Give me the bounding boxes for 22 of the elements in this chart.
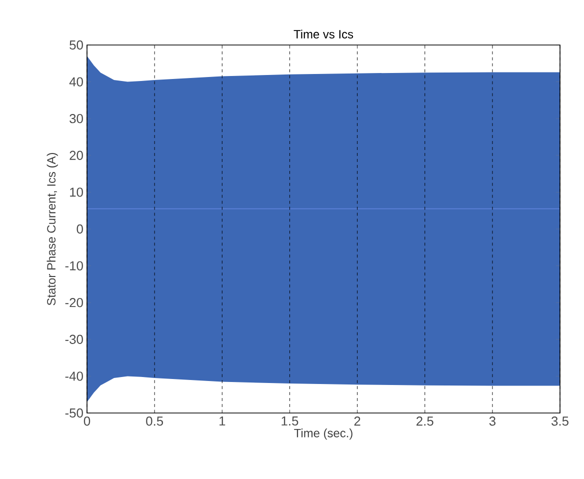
chart-title: Time vs Ics [294,30,354,38]
y-tick-label: -20 [65,298,83,308]
y-tick-label: -40 [65,372,83,381]
y-tick-label: 50 [70,40,83,50]
x-tick-label: 3.5 [552,416,568,426]
y-axis-title: Stator Phase Current, Ics (A) [46,153,58,306]
y-tick-label: -10 [65,261,83,270]
y-tick-label: 40 [69,77,83,86]
y-tick-label: 30 [70,114,83,124]
y-tick-label: 10 [70,188,83,197]
y-tick-label: -30 [65,334,83,344]
x-tick-label: 1 [220,416,226,426]
y-tick-label: -50 [65,408,83,418]
x-tick-label: 2.5 [416,416,434,426]
x-tick-label: 2 [354,416,360,426]
y-tick-label: 20 [70,150,83,160]
x-axis-title: Time (sec.) [294,428,352,440]
x-tick-label: 3 [489,416,496,426]
x-tick-label: 0 [84,416,90,426]
y-tick-label: 0 [76,224,83,234]
x-tick-label: 0.5 [146,416,164,426]
x-tick-label: 1.5 [282,416,298,426]
